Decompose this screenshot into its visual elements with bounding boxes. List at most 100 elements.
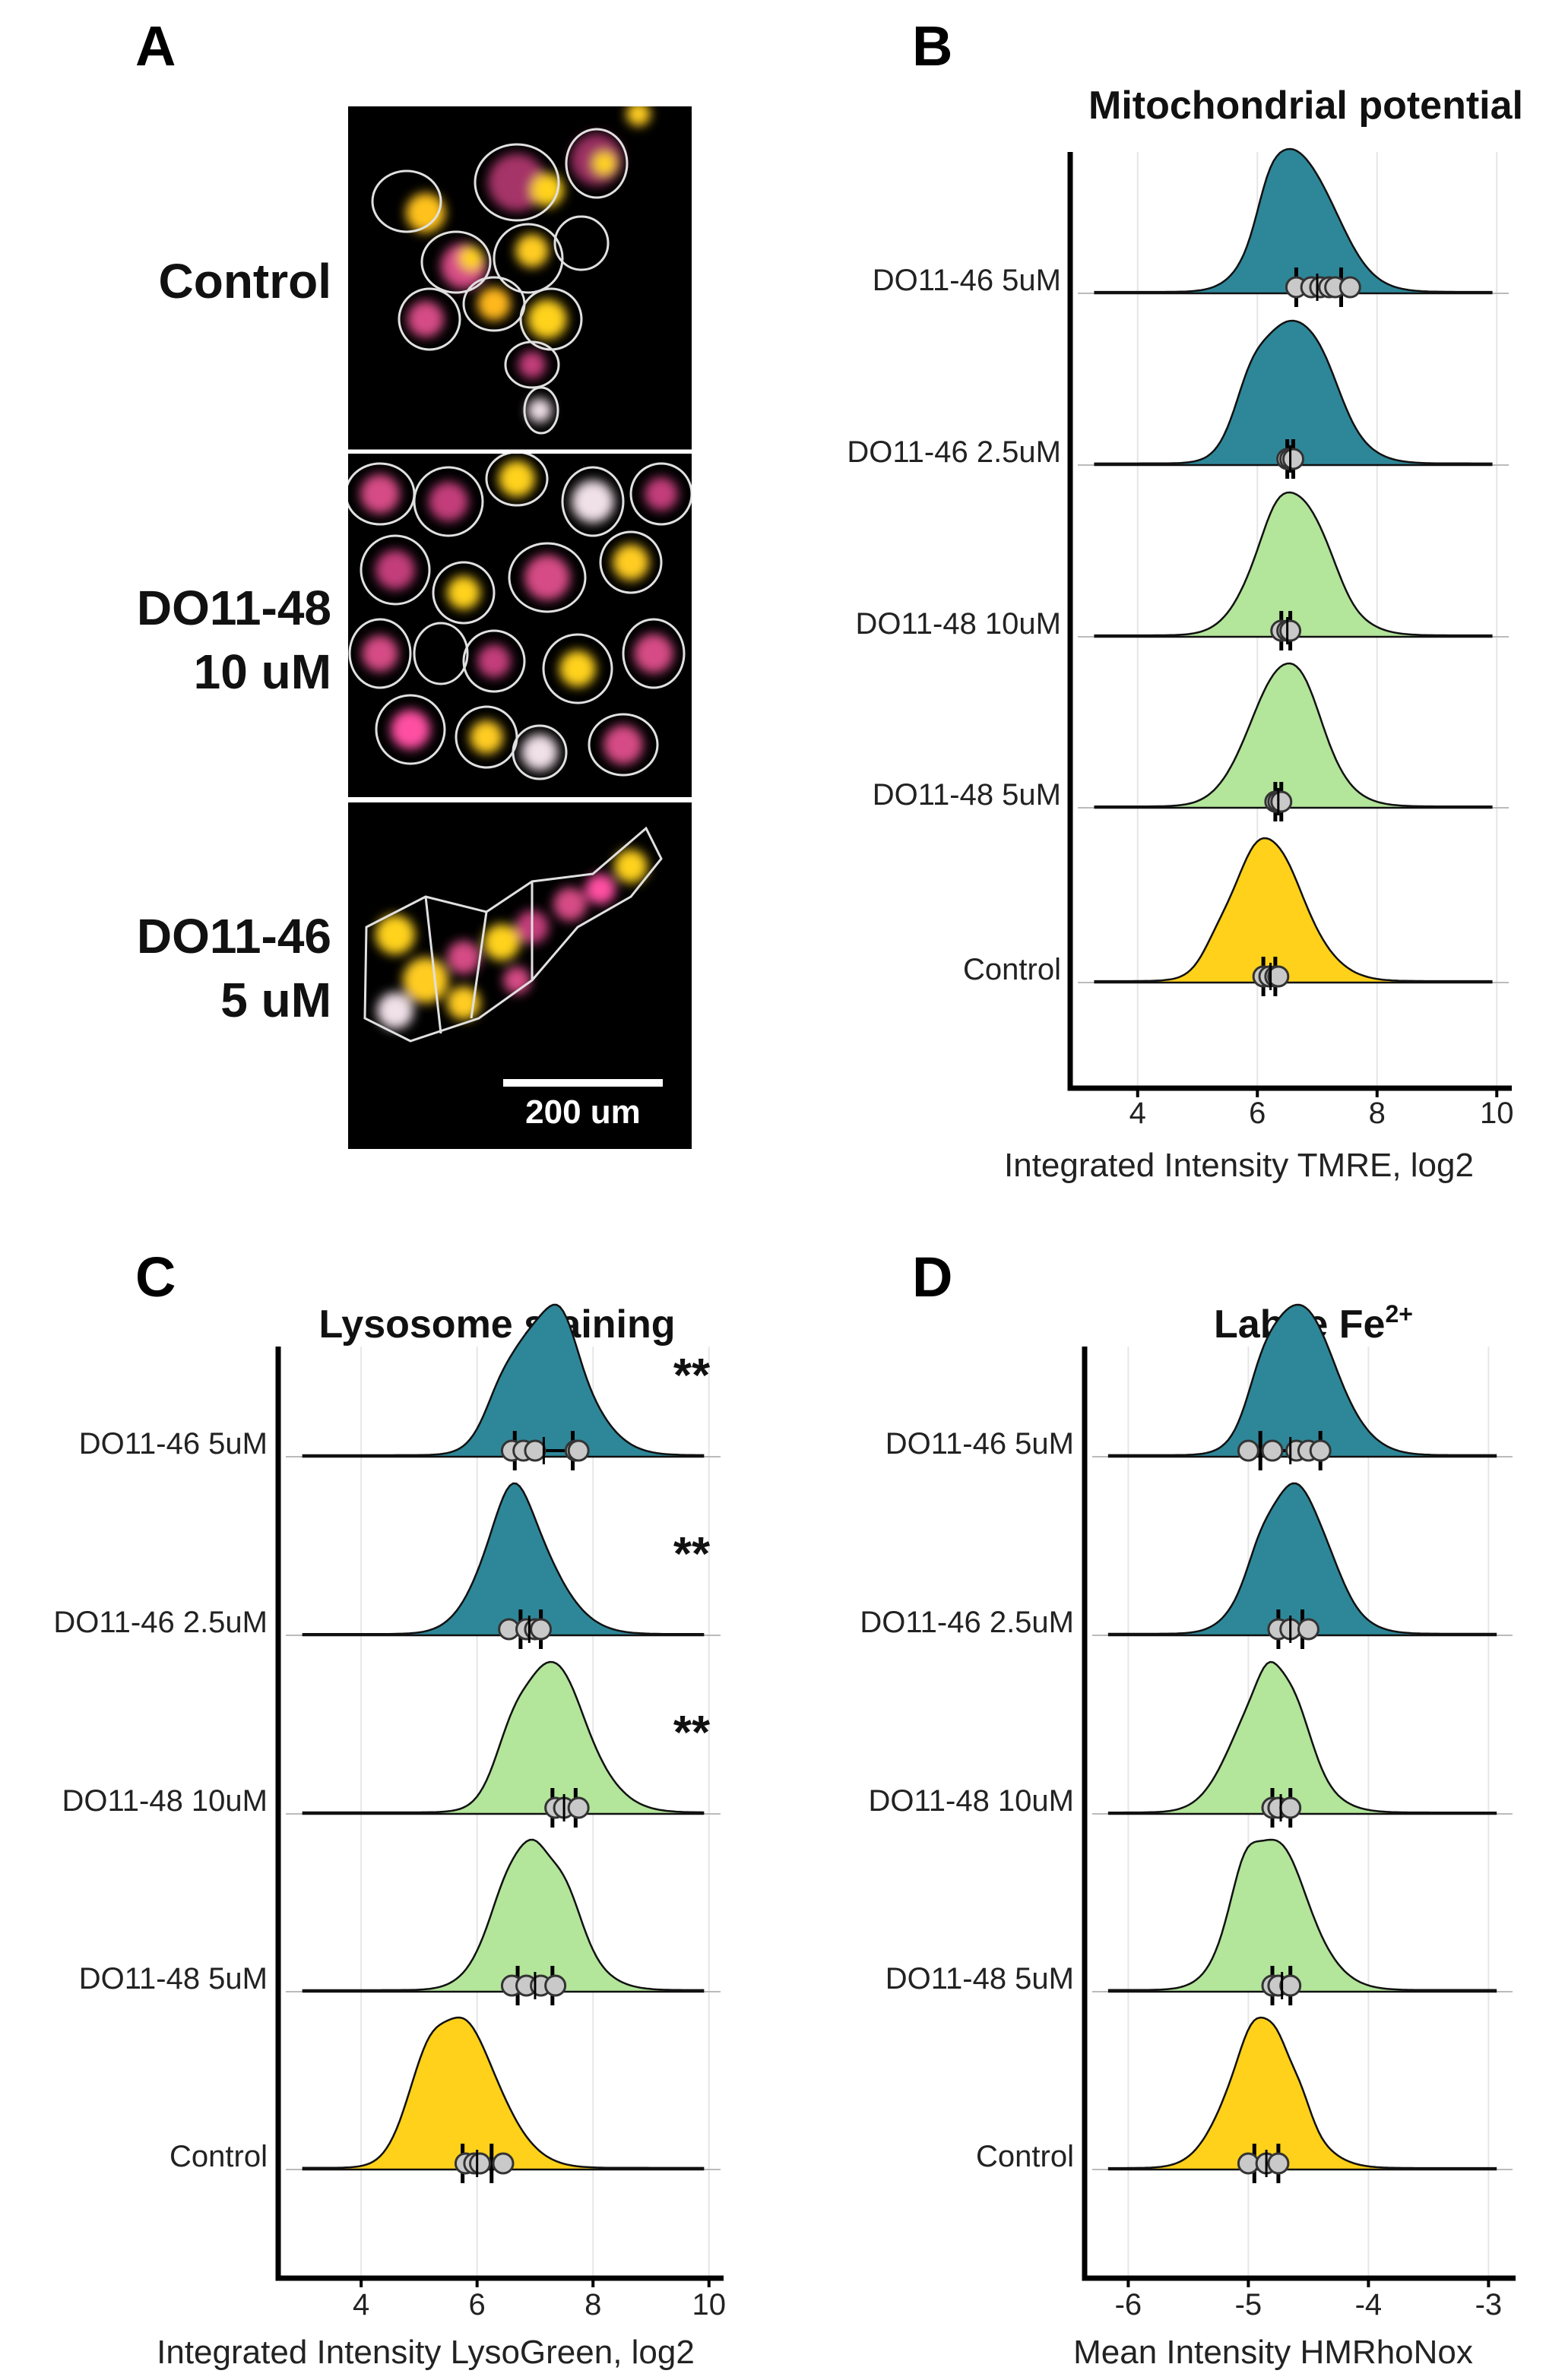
replicate-point xyxy=(1309,1439,1332,1462)
ridge-control xyxy=(1078,837,1509,996)
density-ridge xyxy=(302,2016,705,2171)
ridge-do11-48-10um xyxy=(1078,491,1509,650)
micrograph-control xyxy=(348,106,692,450)
category-label: Control xyxy=(963,953,1061,986)
axis-frame xyxy=(275,1347,724,2281)
x-tick-label: 6 xyxy=(469,2288,486,2321)
x-axis-label-c: Integrated Intensity LysoGreen, log2 xyxy=(157,2334,695,2371)
category-label: DO11-48 5uM xyxy=(79,1962,268,1995)
replicate-point xyxy=(567,1439,590,1462)
ridge-do11-48-10um xyxy=(286,1660,721,1828)
ridge-do11-46-5um xyxy=(1092,1303,1513,1470)
row-label-control: Control xyxy=(159,254,332,309)
category-label: DO11-48 5uM xyxy=(885,1962,1074,1995)
x-tick-label: 4 xyxy=(353,2288,369,2321)
row-label-do11-46-dose: 5 uM xyxy=(220,973,331,1027)
row-label-do11-48-name: DO11-48 xyxy=(137,581,331,635)
density-ridge xyxy=(302,1660,705,1815)
x-tick-label: -4 xyxy=(1355,2288,1383,2321)
density-ridge xyxy=(302,1303,705,1458)
density-ridge xyxy=(1107,2016,1497,2171)
x-tick-label: 10 xyxy=(692,2288,726,2321)
micrograph-do11-46: 200 um xyxy=(348,802,692,1149)
ridge-do11-48-5um xyxy=(1078,662,1509,821)
category-label: DO11-48 5uM xyxy=(873,778,1061,812)
replicate-point xyxy=(1282,448,1304,470)
replicate-point xyxy=(1338,276,1361,299)
ridgeline-chart-mitochondrial: 4 6 8 10 DO11-46 5uM DO11-46 2.5uM DO11-48 10u… xyxy=(847,147,1514,1130)
replicate-point xyxy=(468,2152,491,2175)
x-axis-label-d: Mean Intensity HMRhoNox xyxy=(1073,2334,1473,2371)
replicate-point xyxy=(567,1796,590,1819)
x-tick-label: 10 xyxy=(1480,1097,1514,1130)
ridge-do11-46-5um xyxy=(1078,147,1509,307)
category-label: DO11-46 5uM xyxy=(885,1427,1074,1461)
micrograph-do11-48 xyxy=(348,454,692,797)
scale-bar xyxy=(503,1079,663,1087)
significance-stars: ** xyxy=(673,1350,711,1402)
category-label: Control xyxy=(976,2140,1074,2173)
replicate-point xyxy=(1279,1796,1302,1819)
replicate-point xyxy=(1267,2152,1290,2175)
density-ridge xyxy=(1094,147,1493,295)
x-tick-label: -5 xyxy=(1235,2288,1262,2321)
ridge-do11-48-5um xyxy=(1092,1838,1513,2005)
density-ridge xyxy=(1107,1838,1497,1993)
replicate-point xyxy=(1270,790,1293,813)
category-label: DO11-48 10uM xyxy=(62,1784,268,1818)
ridge-do11-48-5um xyxy=(286,1838,721,2005)
replicate-point xyxy=(1261,1439,1284,1462)
density-ridge xyxy=(302,1482,705,1637)
chart-title-d-superscript: 2+ xyxy=(1385,1300,1412,1328)
x-tick-label: 6 xyxy=(1249,1097,1266,1130)
panel-letter-c: C xyxy=(135,1245,176,1309)
category-label: DO11-46 2.5uM xyxy=(53,1606,268,1639)
replicate-point xyxy=(1279,1974,1302,1997)
density-ridge xyxy=(1094,662,1493,809)
category-label: DO11-46 5uM xyxy=(873,264,1061,297)
replicate-point xyxy=(1297,1618,1319,1641)
scale-bar-label: 200 um xyxy=(525,1093,641,1131)
x-tick-label: -3 xyxy=(1475,2288,1503,2321)
density-ridge xyxy=(1107,1303,1497,1458)
density-ridge xyxy=(1094,837,1493,984)
replicate-point xyxy=(1279,619,1302,642)
chart-title-c: Lysosome staining xyxy=(318,1302,675,1347)
ridgeline-chart-labile-iron: -6 -5 -4 -3 DO11-46 5uM DO11-46 2.5uM DO11-48 … xyxy=(860,1303,1516,2321)
significance-stars: ** xyxy=(673,1528,711,1581)
axis-frame xyxy=(1067,152,1512,1091)
panel-letter-b: B xyxy=(912,14,952,78)
category-label: DO11-46 2.5uM xyxy=(860,1606,1074,1639)
x-axis-label-b: Integrated Intensity TMRE, log2 xyxy=(1004,1147,1474,1184)
replicate-point xyxy=(530,1618,553,1641)
density-ridge xyxy=(302,1838,705,1993)
ridge-do11-46-2-5um xyxy=(1092,1482,1513,1649)
x-tick-label: 8 xyxy=(1369,1097,1386,1130)
axis-frame xyxy=(1082,1347,1516,2281)
ridge-control xyxy=(1092,2016,1513,2183)
panel-a: A Control DO11-48 10 uM DO11-46 5 uM xyxy=(135,14,692,1149)
replicate-point xyxy=(544,1974,567,1997)
density-ridge xyxy=(1094,319,1493,467)
category-label: DO11-48 10uM xyxy=(855,607,1061,641)
panel-letter-d: D xyxy=(912,1245,952,1309)
density-ridge xyxy=(1094,491,1493,638)
x-tick-label: 4 xyxy=(1129,1097,1146,1130)
ridge-control xyxy=(286,2016,721,2183)
replicate-point xyxy=(524,1439,546,1462)
replicate-point xyxy=(1237,2152,1259,2175)
ridge-do11-48-10um xyxy=(1092,1660,1513,1828)
ridge-do11-46-2-5um xyxy=(1078,319,1509,479)
replicate-point xyxy=(1267,965,1290,988)
replicate-point xyxy=(1237,1439,1259,1462)
category-label: DO11-46 2.5uM xyxy=(847,435,1061,469)
x-tick-label: 8 xyxy=(584,2288,601,2321)
category-label: DO11-48 10uM xyxy=(868,1784,1074,1818)
density-ridge xyxy=(1107,1482,1497,1637)
row-label-do11-48-dose: 10 uM xyxy=(194,644,331,699)
ridge-do11-46-2-5um xyxy=(286,1482,721,1649)
density-ridge xyxy=(1107,1660,1497,1815)
category-label: Control xyxy=(169,2140,268,2173)
significance-stars: ** xyxy=(673,1707,711,1759)
